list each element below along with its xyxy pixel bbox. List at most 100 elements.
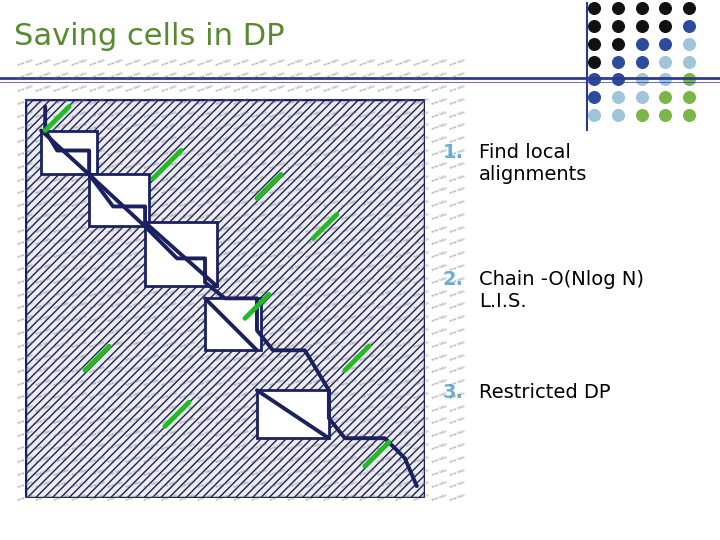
Text: aaa bbb: aaa bbb	[395, 186, 411, 195]
Text: aaa bbb: aaa bbb	[359, 136, 375, 144]
Text: aaa bbb: aaa bbb	[89, 379, 105, 387]
Text: aaa bbb: aaa bbb	[89, 468, 105, 477]
Text: aaa bbb: aaa bbb	[359, 391, 375, 400]
Text: aaa bbb: aaa bbb	[269, 494, 285, 502]
Text: aaa bbb: aaa bbb	[161, 366, 177, 374]
Text: aaa bbb: aaa bbb	[161, 251, 177, 259]
Text: aaa bbb: aaa bbb	[179, 327, 195, 336]
Text: aaa bbb: aaa bbb	[377, 276, 393, 285]
Text: aaa bbb: aaa bbb	[233, 429, 249, 438]
Text: aaa bbb: aaa bbb	[197, 366, 213, 374]
Text: aaa bbb: aaa bbb	[395, 174, 411, 183]
Text: aaa bbb: aaa bbb	[233, 391, 249, 400]
Text: aaa bbb: aaa bbb	[161, 481, 177, 489]
Text: aaa bbb: aaa bbb	[35, 161, 52, 170]
Text: aaa bbb: aaa bbb	[125, 468, 141, 477]
Text: aaa bbb: aaa bbb	[251, 238, 267, 246]
Text: aaa bbb: aaa bbb	[287, 429, 303, 438]
Text: aaa bbb: aaa bbb	[161, 264, 177, 272]
Text: aaa bbb: aaa bbb	[179, 429, 195, 438]
Text: aaa bbb: aaa bbb	[107, 199, 123, 208]
Text: aaa bbb: aaa bbb	[179, 289, 195, 298]
Text: aaa bbb: aaa bbb	[377, 468, 393, 477]
Text: aaa bbb: aaa bbb	[359, 481, 375, 489]
Text: aaa bbb: aaa bbb	[449, 161, 465, 170]
Text: aaa bbb: aaa bbb	[17, 186, 34, 195]
Point	[612, 4, 624, 12]
Text: aaa bbb: aaa bbb	[251, 289, 267, 298]
Point	[636, 57, 647, 66]
Text: aaa bbb: aaa bbb	[395, 468, 411, 477]
Point	[612, 75, 624, 84]
Text: aaa bbb: aaa bbb	[287, 314, 303, 323]
Text: aaa bbb: aaa bbb	[251, 71, 267, 80]
Text: aaa bbb: aaa bbb	[161, 442, 177, 451]
Text: aaa bbb: aaa bbb	[341, 455, 357, 464]
Text: aaa bbb: aaa bbb	[17, 442, 34, 451]
Text: aaa bbb: aaa bbb	[287, 417, 303, 426]
Text: aaa bbb: aaa bbb	[323, 494, 339, 502]
Text: aaa bbb: aaa bbb	[35, 314, 52, 323]
Text: aaa bbb: aaa bbb	[269, 136, 285, 144]
Text: aaa bbb: aaa bbb	[287, 199, 303, 208]
Text: aaa bbb: aaa bbb	[233, 481, 249, 489]
Text: aaa bbb: aaa bbb	[377, 148, 393, 157]
Text: aaa bbb: aaa bbb	[269, 71, 285, 80]
Text: aaa bbb: aaa bbb	[179, 225, 195, 234]
Text: aaa bbb: aaa bbb	[431, 148, 447, 157]
Text: 3.: 3.	[443, 383, 464, 402]
Text: aaa bbb: aaa bbb	[305, 161, 321, 170]
Text: aaa bbb: aaa bbb	[161, 199, 177, 208]
Text: aaa bbb: aaa bbb	[431, 417, 447, 426]
Text: aaa bbb: aaa bbb	[107, 110, 123, 118]
Text: aaa bbb: aaa bbb	[287, 251, 303, 259]
Text: aaa bbb: aaa bbb	[53, 84, 70, 93]
Text: aaa bbb: aaa bbb	[53, 391, 70, 400]
Text: aaa bbb: aaa bbb	[197, 353, 213, 361]
Text: aaa bbb: aaa bbb	[395, 276, 411, 285]
Text: aaa bbb: aaa bbb	[251, 468, 267, 477]
Text: aaa bbb: aaa bbb	[125, 84, 141, 93]
Text: aaa bbb: aaa bbb	[71, 59, 88, 68]
Text: aaa bbb: aaa bbb	[449, 136, 465, 144]
Text: aaa bbb: aaa bbb	[431, 251, 447, 259]
Text: aaa bbb: aaa bbb	[17, 225, 34, 234]
Text: aaa bbb: aaa bbb	[107, 251, 123, 259]
Text: aaa bbb: aaa bbb	[161, 110, 177, 118]
Text: aaa bbb: aaa bbb	[395, 212, 411, 221]
Text: aaa bbb: aaa bbb	[143, 481, 159, 489]
Text: aaa bbb: aaa bbb	[179, 442, 195, 451]
Text: aaa bbb: aaa bbb	[89, 110, 105, 118]
Text: aaa bbb: aaa bbb	[251, 148, 267, 157]
Text: aaa bbb: aaa bbb	[215, 186, 231, 195]
Text: aaa bbb: aaa bbb	[305, 199, 321, 208]
Text: aaa bbb: aaa bbb	[161, 314, 177, 323]
Text: aaa bbb: aaa bbb	[35, 494, 52, 502]
Text: aaa bbb: aaa bbb	[395, 314, 411, 323]
Text: aaa bbb: aaa bbb	[431, 302, 447, 310]
Text: aaa bbb: aaa bbb	[197, 110, 213, 118]
Text: aaa bbb: aaa bbb	[377, 391, 393, 400]
Text: aaa bbb: aaa bbb	[17, 251, 34, 259]
Text: aaa bbb: aaa bbb	[341, 314, 357, 323]
Text: aaa bbb: aaa bbb	[287, 442, 303, 451]
Text: aaa bbb: aaa bbb	[431, 212, 447, 221]
Text: aaa bbb: aaa bbb	[251, 379, 267, 387]
Text: aaa bbb: aaa bbb	[125, 481, 141, 489]
Text: aaa bbb: aaa bbb	[233, 353, 249, 361]
Text: aaa bbb: aaa bbb	[413, 455, 429, 464]
Text: aaa bbb: aaa bbb	[17, 238, 34, 246]
Text: aaa bbb: aaa bbb	[395, 353, 411, 361]
Text: aaa bbb: aaa bbb	[53, 212, 70, 221]
Text: aaa bbb: aaa bbb	[89, 289, 105, 298]
Text: aaa bbb: aaa bbb	[269, 327, 285, 336]
Text: aaa bbb: aaa bbb	[215, 148, 231, 157]
Text: aaa bbb: aaa bbb	[35, 417, 52, 426]
Text: aaa bbb: aaa bbb	[269, 302, 285, 310]
Text: aaa bbb: aaa bbb	[89, 276, 105, 285]
Text: aaa bbb: aaa bbb	[35, 136, 52, 144]
Text: aaa bbb: aaa bbb	[215, 429, 231, 438]
Point	[660, 93, 671, 102]
Text: aaa bbb: aaa bbb	[251, 276, 267, 285]
Text: aaa bbb: aaa bbb	[431, 391, 447, 400]
